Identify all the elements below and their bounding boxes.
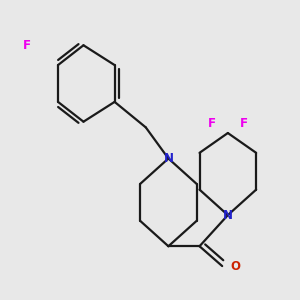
Text: F: F: [239, 117, 247, 130]
Text: N: N: [164, 152, 173, 165]
Text: F: F: [23, 39, 31, 52]
Text: O: O: [230, 260, 240, 273]
Text: N: N: [223, 208, 233, 222]
Text: F: F: [208, 117, 216, 130]
